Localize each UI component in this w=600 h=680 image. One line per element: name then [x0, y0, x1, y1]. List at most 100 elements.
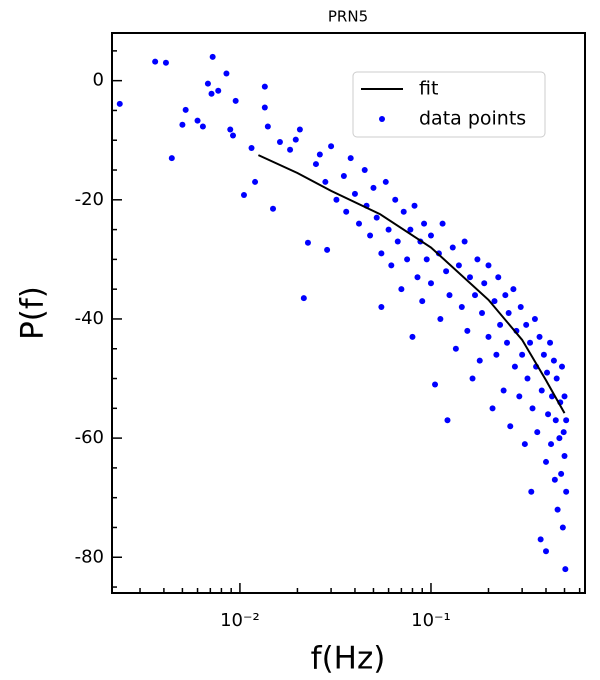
data-point — [455, 262, 462, 269]
data-point — [537, 536, 544, 543]
data-point — [404, 256, 411, 263]
data-point — [550, 357, 557, 364]
data-point — [240, 192, 247, 199]
data-point — [351, 190, 358, 197]
data-point — [556, 435, 563, 442]
data-point — [215, 87, 222, 94]
data-point — [333, 196, 340, 203]
data-point — [370, 184, 377, 191]
data-point — [264, 123, 271, 130]
data-point — [548, 441, 555, 448]
data-point — [432, 381, 439, 388]
y-tick-label: -80 — [75, 546, 104, 567]
data-point — [491, 298, 498, 305]
data-point — [511, 363, 518, 370]
data-point — [507, 423, 514, 430]
data-point — [534, 429, 541, 436]
data-point — [168, 155, 175, 162]
data-point — [261, 104, 268, 111]
data-point — [419, 298, 426, 305]
data-point — [466, 274, 473, 281]
data-point — [385, 226, 392, 233]
data-point — [423, 256, 430, 263]
data-point — [296, 126, 303, 133]
data-point — [367, 232, 374, 239]
data-point — [559, 524, 566, 531]
data-point — [524, 375, 531, 382]
data-point — [545, 411, 552, 418]
data-point — [382, 178, 389, 185]
data-point — [361, 167, 368, 174]
data-point — [464, 327, 471, 334]
data-point — [472, 292, 479, 299]
data-point — [208, 90, 215, 97]
data-point — [407, 226, 414, 233]
data-point — [540, 351, 547, 358]
data-point — [378, 250, 385, 257]
data-point — [179, 121, 186, 128]
chart-title: PRN5 — [328, 8, 368, 26]
data-point — [502, 292, 509, 299]
data-point — [444, 417, 451, 424]
data-point — [563, 417, 570, 424]
data-point — [458, 304, 465, 311]
data-point — [562, 566, 569, 573]
y-tick-label: -40 — [75, 308, 104, 329]
data-point — [152, 58, 159, 65]
data-point — [394, 238, 401, 245]
data-point — [400, 208, 407, 215]
data-point — [476, 357, 483, 364]
data-point — [194, 117, 201, 124]
data-point — [388, 262, 395, 269]
legend-label: fit — [419, 78, 438, 100]
data-point — [446, 292, 453, 299]
data-point — [561, 393, 568, 400]
data-point — [554, 506, 561, 513]
data-point — [543, 458, 550, 465]
data-point — [504, 339, 511, 346]
data-point — [252, 178, 259, 185]
data-point — [162, 59, 169, 66]
data-point — [411, 202, 418, 209]
data-point — [529, 405, 536, 412]
data-point — [551, 476, 558, 483]
data-point — [287, 146, 294, 153]
data-point — [204, 80, 211, 87]
data-point — [510, 286, 517, 293]
data-point — [304, 239, 311, 246]
data-point — [209, 53, 216, 60]
data-point — [316, 151, 323, 158]
data-point — [300, 295, 307, 302]
data-point — [409, 333, 416, 340]
data-point — [538, 387, 545, 394]
data-point — [543, 548, 550, 555]
data-point — [536, 333, 543, 340]
x-axis-label: f(Hz) — [311, 641, 386, 677]
plot-frame — [111, 32, 586, 594]
data-point — [378, 304, 385, 311]
data-point — [324, 246, 331, 253]
legend-dot — [379, 116, 385, 122]
data-point — [270, 205, 277, 212]
data-point — [449, 244, 456, 251]
data-point — [489, 405, 496, 412]
data-point — [398, 286, 405, 293]
data-point — [519, 351, 526, 358]
data-point — [340, 172, 347, 179]
data-point — [116, 100, 123, 107]
y-axis-label: P(f) — [15, 286, 51, 340]
x-tick-label: 10⁻¹ — [411, 610, 451, 631]
data-point — [500, 387, 507, 394]
data-point — [561, 452, 568, 459]
fit-line — [257, 154, 566, 414]
data-point — [544, 369, 551, 376]
data-point — [373, 214, 380, 221]
data-point — [414, 274, 421, 281]
data-point — [485, 262, 492, 269]
data-point — [517, 304, 524, 311]
data-point — [439, 220, 446, 227]
data-point — [552, 417, 559, 424]
data-point — [421, 220, 428, 227]
data-point — [232, 97, 239, 104]
